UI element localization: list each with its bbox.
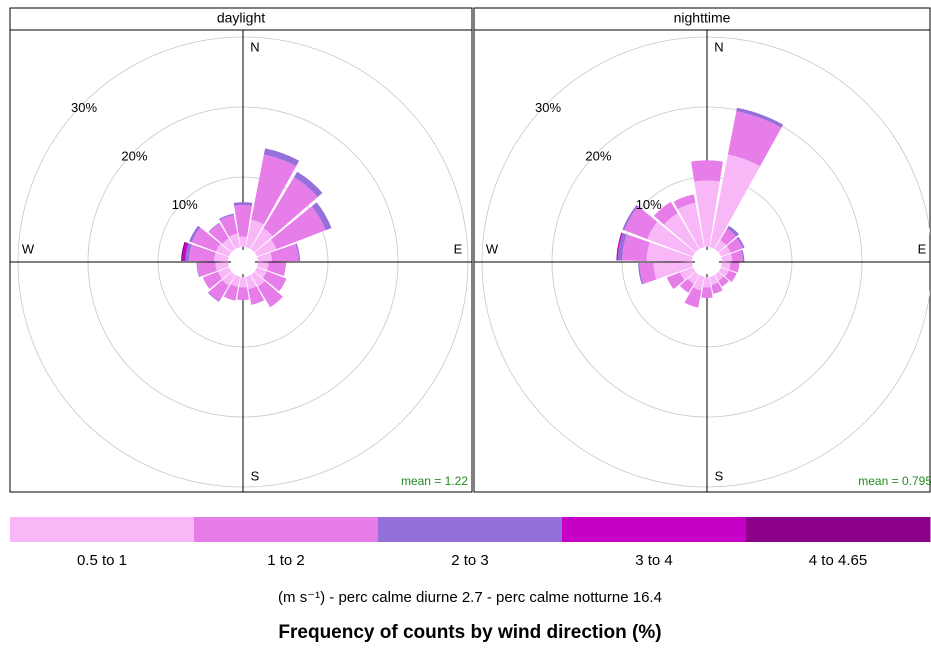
legend-swatch	[378, 517, 563, 542]
r-tick-label: 10%	[636, 197, 662, 212]
compass-label: N	[714, 39, 723, 54]
r-tick-label: 30%	[535, 100, 561, 115]
legend-label: 2 to 3	[451, 552, 489, 569]
legend-swatch	[194, 517, 379, 542]
legend-swatch	[746, 517, 931, 542]
chart-title: Frequency of counts by wind direction (%…	[278, 622, 661, 643]
annotation: mean = 0.795	[858, 474, 931, 488]
petal	[239, 237, 247, 248]
panel-title: daylight	[217, 10, 265, 26]
petal	[703, 277, 711, 288]
panel-title: nighttime	[674, 10, 731, 26]
petal	[701, 287, 712, 298]
compass-label: W	[486, 241, 499, 256]
compass-label: E	[454, 241, 463, 256]
plot-area: 10% 20% 30% N E S W	[10, 30, 472, 492]
compass-label: E	[918, 241, 927, 256]
r-tick-label: 10%	[172, 197, 198, 212]
calm-hole	[231, 250, 255, 274]
legend-label: 1 to 2	[267, 552, 305, 569]
petal	[729, 262, 739, 272]
annotation: mean = 1.22	[401, 474, 468, 488]
subtitle: (m s⁻¹) - perc calme diurne 2.7 - perc c…	[278, 589, 662, 606]
legend-label: 4 to 4.65	[809, 552, 867, 569]
petal	[237, 287, 249, 300]
legend-swatch	[10, 517, 195, 542]
legend-label: 3 to 4	[635, 552, 673, 569]
compass-label: N	[250, 39, 259, 54]
petal	[691, 160, 723, 181]
r-tick-label: 20%	[585, 149, 611, 164]
compass-label: S	[715, 468, 724, 483]
calm-hole	[695, 250, 719, 274]
plot-area: 10% 20% 30% N E S W	[474, 30, 931, 492]
r-tick-label: 30%	[71, 100, 97, 115]
legend-swatch	[562, 517, 747, 542]
compass-label: S	[251, 468, 260, 483]
petal	[239, 277, 247, 288]
r-tick-label: 20%	[121, 149, 147, 164]
compass-label: W	[22, 241, 35, 256]
legend-label: 0.5 to 1	[77, 552, 127, 569]
